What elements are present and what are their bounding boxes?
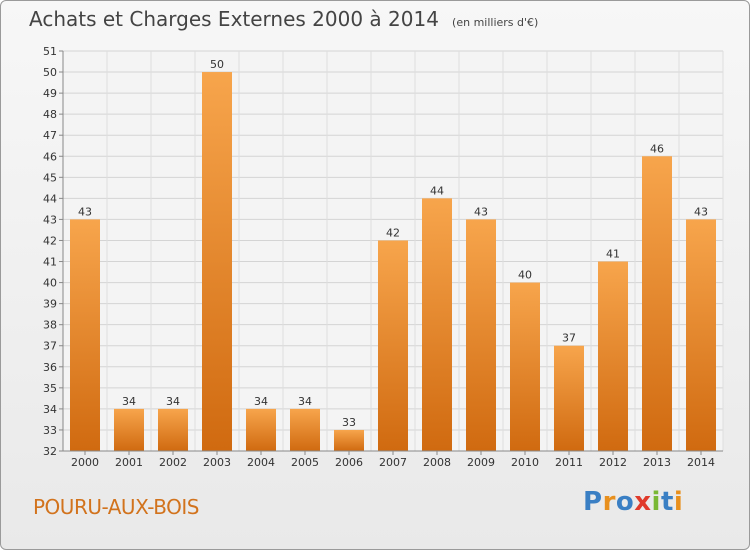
- bar: [554, 345, 584, 451]
- x-tick-label: 2012: [599, 456, 627, 469]
- y-tick-label: 41: [43, 256, 57, 269]
- x-tick-label: 2007: [379, 456, 407, 469]
- chart-title: Achats et Charges Externes 2000 à 2014: [29, 7, 439, 31]
- x-tick-label: 2013: [643, 456, 671, 469]
- y-tick-label: 47: [43, 129, 57, 142]
- y-tick-label: 49: [43, 87, 57, 100]
- bar: [378, 240, 408, 451]
- logo-letter: r: [602, 487, 616, 517]
- y-tick-label: 33: [43, 424, 57, 437]
- y-tick-label: 51: [43, 45, 57, 58]
- x-tick-label: 2006: [335, 456, 363, 469]
- x-tick-label: 2011: [555, 456, 583, 469]
- logo-letter: t: [660, 487, 674, 517]
- bar: [422, 198, 452, 451]
- y-tick-label: 37: [43, 340, 57, 353]
- bar: [642, 156, 672, 451]
- data-label: 33: [342, 416, 356, 429]
- bar: [246, 408, 276, 451]
- y-tick-label: 48: [43, 108, 57, 121]
- y-tick-label: 34: [43, 403, 57, 416]
- x-tick-label: 2009: [467, 456, 495, 469]
- bar: [598, 261, 628, 451]
- title-block: Achats et Charges Externes 2000 à 2014 (…: [29, 7, 538, 31]
- data-label: 41: [606, 248, 620, 261]
- x-tick-label: 2004: [247, 456, 275, 469]
- x-tick-label: 2008: [423, 456, 451, 469]
- commune-name: POURU-AUX-BOIS: [33, 495, 200, 519]
- y-tick-label: 38: [43, 319, 57, 332]
- y-tick-label: 43: [43, 213, 57, 226]
- x-tick-label: 2002: [159, 456, 187, 469]
- y-tick-label: 45: [43, 171, 57, 184]
- y-tick-label: 46: [43, 150, 57, 163]
- data-label: 34: [122, 395, 136, 408]
- y-tick-label: 35: [43, 382, 57, 395]
- bar: [70, 219, 100, 451]
- data-label: 43: [474, 205, 488, 218]
- data-label: 34: [166, 395, 180, 408]
- bar: [686, 219, 716, 451]
- x-tick-label: 2001: [115, 456, 143, 469]
- bar: [158, 408, 188, 451]
- data-label: 44: [430, 184, 444, 197]
- y-tick-label: 42: [43, 234, 57, 247]
- data-label: 50: [210, 58, 224, 71]
- x-tick-label: 2000: [71, 456, 99, 469]
- y-tick-label: 36: [43, 361, 57, 374]
- x-tick-label: 2005: [291, 456, 319, 469]
- x-tick-label: 2010: [511, 456, 539, 469]
- y-tick-label: 44: [43, 192, 57, 205]
- data-label: 34: [298, 395, 312, 408]
- x-tick-label: 2003: [203, 456, 231, 469]
- logo-letter: i: [651, 487, 661, 517]
- data-label: 46: [650, 142, 664, 155]
- data-label: 34: [254, 395, 268, 408]
- data-label: 43: [78, 205, 92, 218]
- data-label: 43: [694, 205, 708, 218]
- proxiti-logo: Proxiti: [583, 487, 683, 517]
- bar: [510, 282, 540, 451]
- y-tick-label: 50: [43, 66, 57, 79]
- data-label: 42: [386, 226, 400, 239]
- logo-letter: P: [583, 487, 603, 517]
- data-label: 37: [562, 332, 576, 345]
- y-tick-label: 39: [43, 298, 57, 311]
- chart-subtitle: (en milliers d'€): [452, 16, 539, 29]
- logo-letter: x: [634, 487, 652, 517]
- y-tick-label: 32: [43, 445, 57, 458]
- bar: [334, 429, 364, 451]
- y-tick-label: 40: [43, 277, 57, 290]
- x-tick-label: 2014: [687, 456, 715, 469]
- bar: [202, 72, 232, 451]
- logo-letter: o: [615, 487, 635, 517]
- bar: [114, 408, 144, 451]
- data-label: 40: [518, 269, 532, 282]
- logo-letter: i: [673, 487, 684, 517]
- bar: [290, 408, 320, 451]
- bar: [466, 219, 496, 451]
